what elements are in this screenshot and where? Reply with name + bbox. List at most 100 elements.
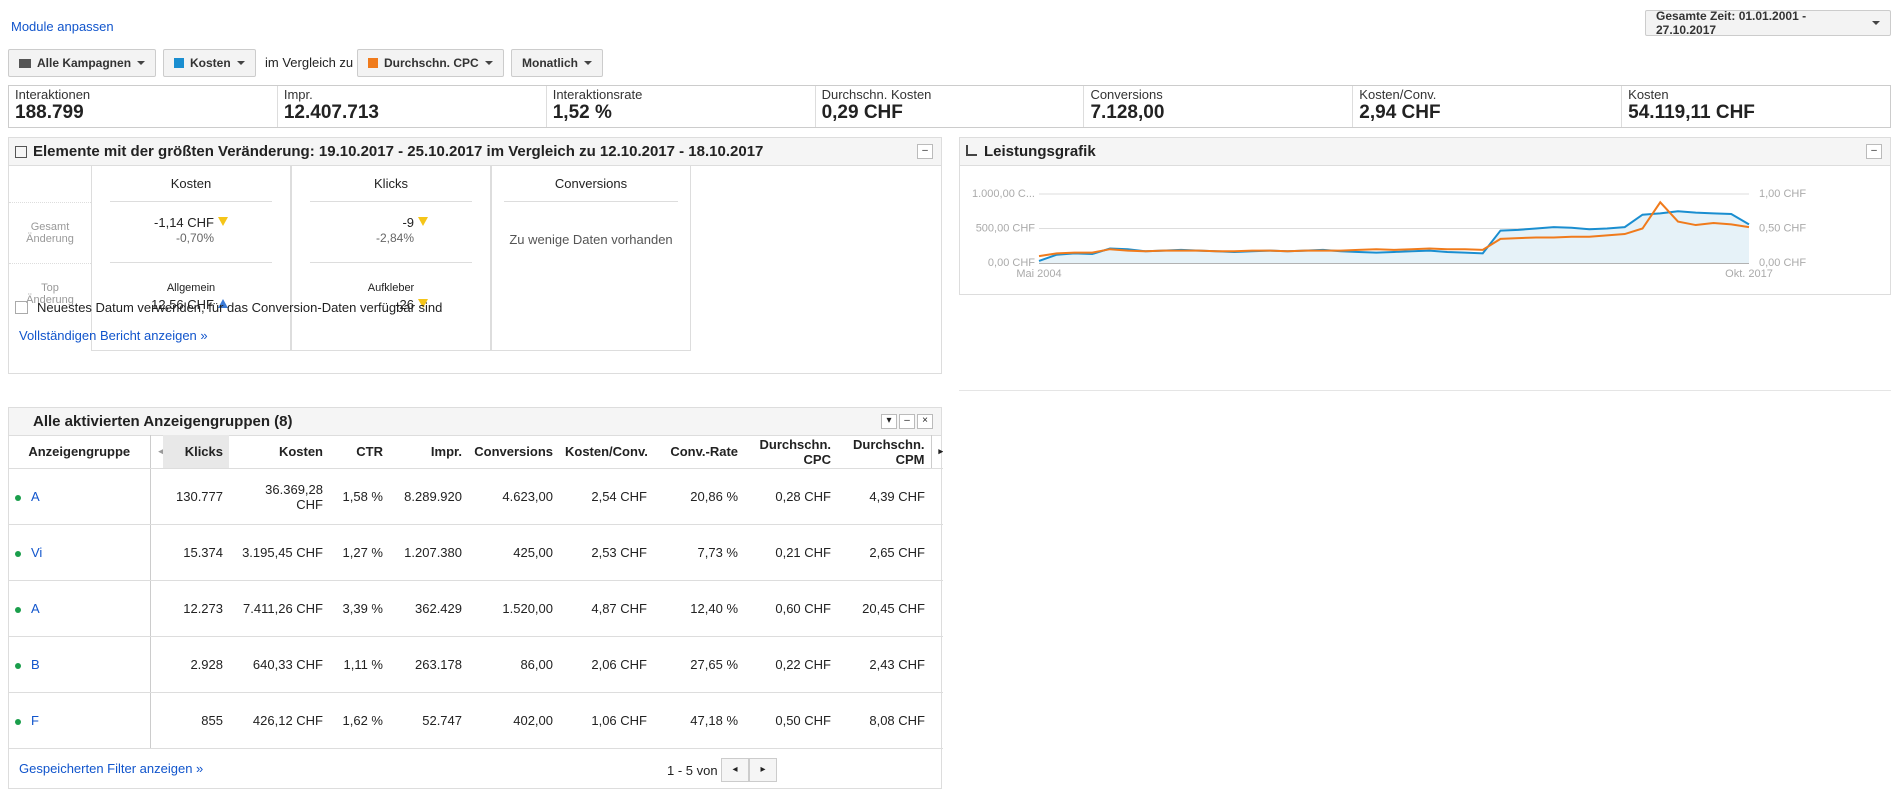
panel-button[interactable]: – bbox=[899, 414, 915, 429]
checkbox-label: Neuestes Datum verwenden, für das Conver… bbox=[37, 300, 443, 315]
page-button[interactable]: ▸ bbox=[749, 758, 777, 782]
column-header[interactable]: Conversions bbox=[468, 435, 559, 469]
status-dot bbox=[15, 606, 21, 613]
table-title-text: Alle aktivierten Anzeigengruppen (8) bbox=[33, 413, 293, 430]
table-title: Alle aktivierten Anzeigengruppen (8) bbox=[9, 408, 941, 436]
adgroup-name[interactable]: A bbox=[31, 601, 40, 616]
top-item-name: Aufkleber bbox=[367, 282, 415, 294]
cell: 3.195,45 CHF bbox=[229, 524, 329, 581]
cell: 7,73 % bbox=[653, 524, 744, 581]
status-dot bbox=[15, 718, 21, 725]
minimize-button[interactable]: – bbox=[1866, 144, 1882, 159]
column-header[interactable]: Kosten bbox=[229, 435, 329, 469]
panel-button[interactable]: × bbox=[917, 414, 933, 429]
report-link[interactable]: Vollständigen Bericht anzeigen » bbox=[19, 328, 208, 343]
separator bbox=[959, 390, 1891, 391]
cell[interactable]: Vi bbox=[9, 524, 150, 581]
table-row: Vi 15.374 3.195,45 CHF 1,27 % 1.207.380 425,0… bbox=[9, 524, 943, 581]
compare-label: im Vergleich zu bbox=[265, 55, 354, 70]
cell: 1.520,00 bbox=[468, 580, 559, 637]
customize-link[interactable]: Module anpassen bbox=[11, 19, 114, 34]
kpi-value: 7.128,00 bbox=[1090, 102, 1165, 123]
column-header[interactable]: Anzeigengruppe bbox=[9, 435, 150, 469]
spacer bbox=[931, 580, 943, 637]
column-header[interactable]: Impr. bbox=[389, 435, 468, 469]
column-header[interactable]: Conv.-Rate bbox=[653, 435, 744, 469]
cell[interactable]: B bbox=[9, 636, 150, 693]
kpi-cell: Durchschn. Kosten 0,29 CHF bbox=[814, 86, 1084, 127]
kpi-label: Conversions bbox=[1090, 87, 1163, 102]
top-item-name: Allgemein bbox=[166, 282, 216, 294]
cell: 20,45 CHF bbox=[837, 580, 931, 637]
column-header[interactable]: CTR bbox=[329, 435, 389, 469]
y-tick-label: 500,00 CHF bbox=[976, 222, 1036, 234]
adgroup-name[interactable]: B bbox=[31, 657, 40, 672]
metric1-select[interactable]: Kosten bbox=[163, 49, 256, 77]
swatch bbox=[368, 58, 378, 68]
data-table: Anzeigengruppe ◂ Klicks Kosten CTR Impr. Conve… bbox=[9, 435, 943, 749]
status-dot bbox=[15, 550, 21, 557]
scroll-left[interactable]: ◂ bbox=[149, 435, 163, 469]
spacer bbox=[149, 636, 163, 693]
adgroup-name[interactable]: A bbox=[31, 489, 40, 504]
x-tick-label: Okt. 2017 bbox=[1725, 268, 1773, 280]
cell: 15.374 bbox=[163, 524, 229, 581]
cell: 2,43 CHF bbox=[837, 636, 931, 693]
table-row: F 855 426,12 CHF 1,62 % 52.747 402,00 1,06 CHF… bbox=[9, 692, 943, 749]
chart-title-text: Leistungsgrafik bbox=[984, 143, 1096, 160]
kpi-cell: Kosten 54.119,11 CHF bbox=[1621, 86, 1890, 127]
column-header[interactable]: Durchschn. CPC bbox=[744, 435, 837, 469]
cell: 2,65 CHF bbox=[837, 524, 931, 581]
cell[interactable]: A bbox=[9, 580, 150, 637]
adgroup-name[interactable]: F bbox=[31, 713, 39, 728]
cell: 855 bbox=[163, 692, 229, 749]
cell: 0,21 CHF bbox=[744, 524, 837, 581]
cell: 86,00 bbox=[468, 636, 559, 693]
top-item-value: -26 bbox=[395, 297, 414, 312]
minimize-button[interactable]: – bbox=[917, 144, 933, 159]
interval-select[interactable]: Monatlich bbox=[511, 49, 603, 77]
total-pct: -0,70% bbox=[175, 231, 214, 245]
checkbox[interactable] bbox=[15, 301, 28, 314]
metric2-select[interactable]: Durchschn. CPC bbox=[357, 49, 504, 77]
cell: 47,18 % bbox=[653, 692, 744, 749]
swatch bbox=[174, 58, 184, 68]
caret bbox=[137, 61, 146, 65]
arrow-up bbox=[218, 299, 228, 308]
cell: 2.928 bbox=[163, 636, 229, 693]
column-header[interactable]: Durchschn. CPM bbox=[837, 435, 931, 469]
column-header[interactable]: Klicks bbox=[163, 435, 229, 469]
column-header: Kosten bbox=[110, 165, 272, 202]
y-tick-label: 0,00 CHF bbox=[988, 257, 1035, 269]
column-header: Klicks bbox=[310, 165, 472, 202]
total-pct: -2,84% bbox=[375, 231, 414, 245]
adgroup-name[interactable]: Vi bbox=[31, 545, 43, 560]
cell: 8,08 CHF bbox=[837, 692, 931, 749]
changes-title-text: Elemente mit der größten Veränderung: 19… bbox=[33, 143, 764, 160]
spacer bbox=[149, 524, 163, 581]
y-tick-label: 1.000,00 C... bbox=[972, 188, 1035, 200]
cell: 4.623,00 bbox=[468, 468, 559, 525]
campaign-filter[interactable]: Alle Kampagnen bbox=[8, 49, 157, 77]
kpi-value: 12.407.713 bbox=[283, 102, 379, 123]
kpi-label: Interaktionsrate bbox=[552, 87, 643, 102]
changes-panel: Elemente mit der größten Veränderung: 19… bbox=[8, 137, 942, 374]
panel-button[interactable]: ▾ bbox=[881, 414, 897, 429]
chart-panel: Leistungsgrafik – 0,00 CHF 500,00 CHF 1.000,… bbox=[959, 137, 1891, 295]
status-dot bbox=[15, 662, 21, 669]
spacer bbox=[931, 524, 943, 581]
cell[interactable]: A bbox=[9, 468, 150, 525]
cell: 8.289.920 bbox=[389, 468, 468, 525]
column-header[interactable]: Kosten/Conv. bbox=[559, 435, 653, 469]
cell: 7.411,26 CHF bbox=[229, 580, 329, 637]
date-range[interactable]: Gesamte Zeit: 01.01.2001 - 27.10.2017 bbox=[1645, 9, 1891, 37]
cell[interactable]: F bbox=[9, 692, 150, 749]
kpi-value: 1,52 % bbox=[552, 102, 612, 123]
page-button[interactable]: ◂ bbox=[721, 758, 749, 782]
filter-link[interactable]: Gespeicherten Filter anzeigen » bbox=[19, 761, 204, 776]
cell: 402,00 bbox=[468, 692, 559, 749]
chart-title: Leistungsgrafik bbox=[960, 138, 1890, 166]
scroll-right[interactable]: ▸ bbox=[930, 435, 943, 469]
caret bbox=[484, 61, 493, 65]
